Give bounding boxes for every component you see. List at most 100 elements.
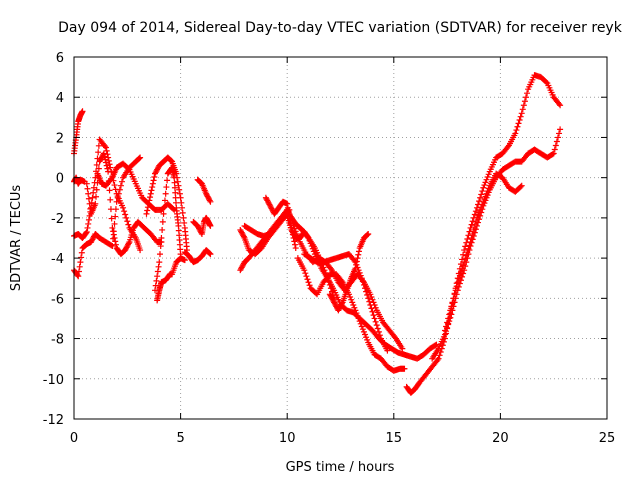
x-tick-label: 20 [492,431,509,446]
data-point [95,142,102,149]
data-point [152,282,159,289]
chart-title: Day 094 of 2014, Sidereal Day-to-day VTE… [58,20,623,36]
series-arc-8 [154,255,188,304]
data-point [467,224,474,231]
data-point [163,184,170,191]
data-point [83,180,90,187]
data-point [170,205,177,212]
data-point [515,120,522,127]
data-point [121,208,128,215]
data-point [355,315,362,322]
data-point [469,218,476,225]
y-tick-label: -10 [43,373,64,388]
data-point [371,315,378,322]
data-point [447,307,454,314]
data-point [347,293,354,300]
data-point [512,130,519,137]
data-point [480,198,487,205]
data-point [181,257,188,264]
data-point [434,357,441,364]
data-point [207,251,214,258]
data-point [464,249,471,256]
data-point [482,179,489,186]
data-point [519,106,526,113]
data-point [483,176,490,183]
data-point [557,126,564,133]
data-point [102,144,109,151]
data-point [159,218,166,225]
data-point [468,235,475,241]
data-point [124,218,131,225]
data-point [125,165,132,172]
data-point [364,231,371,238]
data-point [355,251,362,258]
data-point [323,272,330,279]
data-point [517,183,524,190]
data-point [151,173,158,180]
data-point [363,288,370,295]
data-point [95,165,102,172]
data-point [102,156,109,163]
data-point [102,159,109,166]
data-point [455,275,462,282]
data-point [365,230,372,237]
data-point [479,188,486,195]
y-tick-label: 6 [56,51,64,66]
data-point [181,219,188,226]
data-point [465,245,472,252]
data-point [350,302,357,309]
data-point [479,201,486,208]
data-point [477,194,484,201]
data-point [551,146,558,153]
data-point [557,102,564,109]
data-point [100,150,107,157]
data-point [554,134,561,141]
data-point [148,187,155,194]
data-point [78,249,85,256]
data-point [149,184,156,191]
series-arc-7 [143,154,190,254]
data-point [179,209,186,216]
series-arc-1 [71,108,86,157]
x-axis-label: GPS time / hours [286,460,395,475]
data-point [75,273,82,280]
data-point [154,268,161,275]
data-point [369,296,376,303]
data-point [446,311,453,318]
data-point [476,209,483,216]
data-point [112,241,119,248]
series-arc-2 [71,174,88,187]
data-point [103,162,110,169]
data-point [372,318,379,325]
data-point [352,265,359,272]
data-point [549,151,556,158]
data-point [473,214,480,221]
data-point [106,187,113,194]
data-point [384,347,391,354]
data-point [513,127,520,134]
data-point [155,263,162,270]
data-point [78,254,85,261]
data-point [83,229,90,236]
data-point [206,250,213,257]
y-tick-label: -6 [51,292,64,307]
y-tick-label: 4 [56,91,64,106]
data-point [284,200,291,207]
series-arc-17 [284,206,440,362]
data-point [464,236,471,243]
data-point [112,213,119,220]
data-point [365,295,372,302]
data-point [391,334,398,341]
data-point [460,262,467,269]
data-point [176,190,183,197]
series-arc-23 [403,72,564,396]
data-point [435,355,442,362]
data-point [180,214,187,221]
data-point [354,255,361,262]
data-point [107,206,114,213]
data-point [207,198,214,205]
data-point [443,323,450,330]
data-point [375,328,382,335]
data-point [306,282,313,289]
data-point [448,303,455,310]
